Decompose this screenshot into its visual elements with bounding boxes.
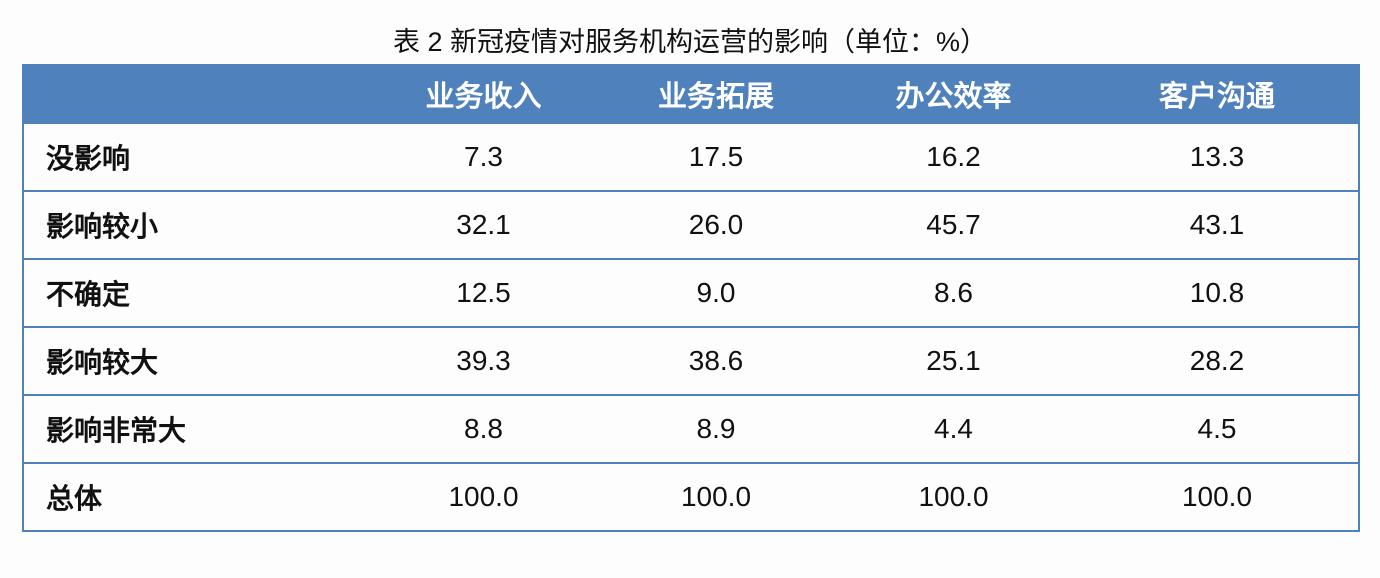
header-row: 业务收入 业务拓展 办公效率 客户沟通 xyxy=(23,65,1359,123)
cell-value: 43.1 xyxy=(1076,190,1359,259)
data-table: 业务收入 业务拓展 办公效率 客户沟通 没影响 7.3 17.5 16.2 13.3 影响较小 3… xyxy=(22,64,1360,532)
cell-value: 10.8 xyxy=(1076,258,1359,327)
row-label: 不确定 xyxy=(23,258,366,327)
row-label: 影响较小 xyxy=(23,190,366,259)
cell-value: 9.0 xyxy=(601,258,831,327)
row-label: 总体 xyxy=(23,462,366,531)
corner-cell xyxy=(23,65,366,123)
table-row: 不确定 12.5 9.0 8.6 10.8 xyxy=(23,258,1359,327)
column-header: 办公效率 xyxy=(831,65,1076,123)
column-header: 业务收入 xyxy=(366,65,601,123)
cell-value: 25.1 xyxy=(831,326,1076,395)
row-label: 没影响 xyxy=(23,122,366,191)
cell-value: 38.6 xyxy=(601,326,831,395)
cell-value: 26.0 xyxy=(601,190,831,259)
column-header: 客户沟通 xyxy=(1076,65,1359,123)
cell-value: 39.3 xyxy=(366,326,601,395)
row-label: 影响非常大 xyxy=(23,394,366,463)
table-row: 影响较小 32.1 26.0 45.7 43.1 xyxy=(23,190,1359,259)
cell-value: 4.4 xyxy=(831,394,1076,463)
cell-value: 100.0 xyxy=(601,462,831,531)
cell-value: 12.5 xyxy=(366,258,601,327)
cell-value: 8.6 xyxy=(831,258,1076,327)
cell-value: 32.1 xyxy=(366,190,601,259)
cell-value: 100.0 xyxy=(831,462,1076,531)
cell-value: 8.8 xyxy=(366,394,601,463)
cell-value: 45.7 xyxy=(831,190,1076,259)
table-title: 表 2 新冠疫情对服务机构运营的影响（单位：%） xyxy=(392,27,988,57)
row-label: 影响较大 xyxy=(23,326,366,395)
cell-value: 16.2 xyxy=(831,122,1076,191)
cell-value: 7.3 xyxy=(366,122,601,191)
table-row: 总体 100.0 100.0 100.0 100.0 xyxy=(23,462,1359,531)
table-row: 影响非常大 8.8 8.9 4.4 4.5 xyxy=(23,394,1359,463)
cell-value: 8.9 xyxy=(601,394,831,463)
table-row: 没影响 7.3 17.5 16.2 13.3 xyxy=(23,122,1359,191)
column-header: 业务拓展 xyxy=(601,65,831,123)
cell-value: 13.3 xyxy=(1076,122,1359,191)
cell-value: 28.2 xyxy=(1076,326,1359,395)
cell-value: 4.5 xyxy=(1076,394,1359,463)
table-row: 影响较大 39.3 38.6 25.1 28.2 xyxy=(23,326,1359,395)
cell-value: 100.0 xyxy=(1076,462,1359,531)
cell-value: 17.5 xyxy=(601,122,831,191)
cell-value: 100.0 xyxy=(366,462,601,531)
